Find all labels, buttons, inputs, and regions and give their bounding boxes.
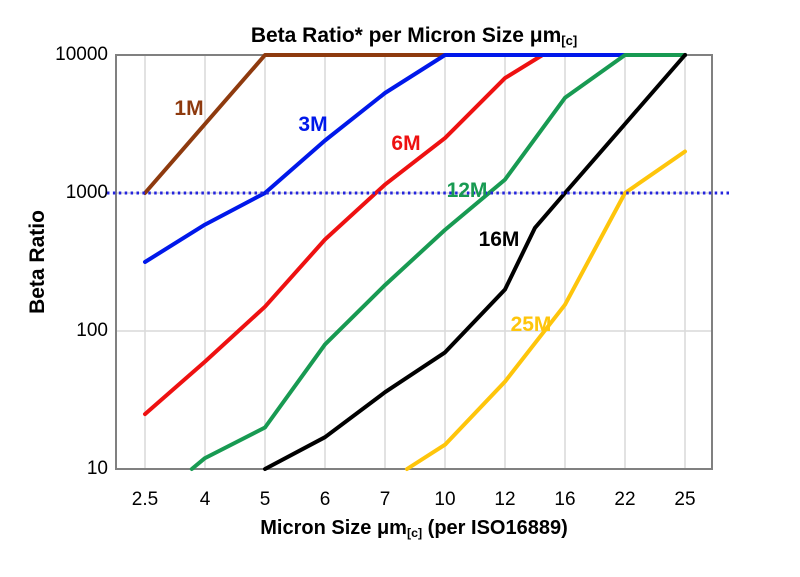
series-line-6M bbox=[143, 53, 687, 417]
x-axis-title-subscript: [c] bbox=[406, 525, 423, 540]
series-line-16M bbox=[263, 53, 687, 471]
series-label-16M: 16M bbox=[479, 228, 520, 251]
chart-title: Beta Ratio* per Micron Size μm[c] bbox=[116, 24, 712, 48]
x-tick-label: 16 bbox=[554, 489, 576, 510]
series-label-12M: 12M bbox=[447, 179, 488, 202]
y-axis-title: Beta Ratio bbox=[26, 210, 49, 314]
y-tick-label: 1000 bbox=[65, 182, 108, 203]
chart-title-subscript: [c] bbox=[561, 32, 578, 48]
series-label-6M: 6M bbox=[391, 132, 420, 155]
chart-title-text: Beta Ratio* per Micron Size μm bbox=[250, 24, 562, 47]
y-tick-label: 10000 bbox=[55, 44, 108, 65]
x-tick-label: 22 bbox=[614, 489, 636, 510]
x-tick-label: 6 bbox=[319, 489, 331, 510]
x-axis-title-text: Micron Size μm bbox=[260, 517, 407, 539]
x-tick-label: 10 bbox=[434, 489, 456, 510]
y-tick-label: 10 bbox=[86, 458, 108, 479]
x-axis-title: Micron Size μm[c] (per ISO16889) bbox=[116, 517, 712, 540]
series-line-12M bbox=[189, 53, 687, 471]
x-tick-label: 7 bbox=[379, 489, 391, 510]
series-label-3M: 3M bbox=[298, 113, 327, 136]
x-tick-label: 12 bbox=[494, 489, 516, 510]
series-line-3M bbox=[143, 53, 687, 264]
series-line-25M bbox=[405, 149, 687, 471]
x-axis-title-suffix: (per ISO16889) bbox=[422, 517, 568, 539]
series-label-1M: 1M bbox=[174, 97, 203, 120]
y-tick-label: 100 bbox=[76, 320, 108, 341]
series-label-25M: 25M bbox=[511, 313, 552, 336]
x-tick-label: 5 bbox=[259, 489, 271, 510]
x-tick-label: 2.5 bbox=[131, 489, 159, 510]
x-tick-label: 25 bbox=[674, 489, 696, 510]
x-tick-label: 4 bbox=[199, 489, 211, 510]
